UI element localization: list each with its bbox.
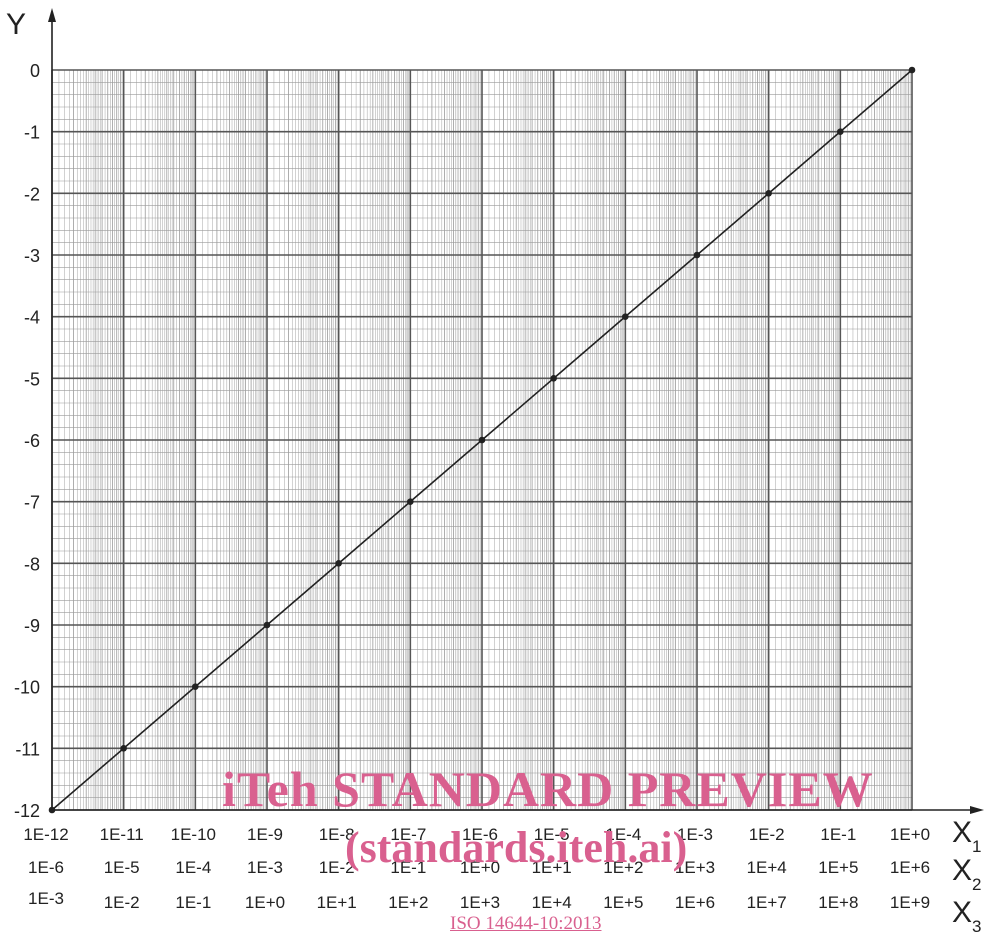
x-tick-label: 1E-3 — [677, 825, 713, 844]
y-tick-label: -6 — [24, 431, 40, 451]
x-tick-label: 1E+4 — [532, 893, 572, 912]
data-point — [837, 128, 844, 135]
axis-labels: YX 1X 2X 3 — [6, 8, 981, 936]
x-tick-label: 1E+9 — [890, 893, 930, 912]
axes — [48, 8, 984, 814]
x-tick-label: 1E-2 — [319, 858, 355, 877]
x-tick-label: 1E+1 — [317, 893, 357, 912]
x-tick-label: 1E-12 — [23, 825, 68, 844]
iso-reference-link[interactable]: ISO 14644-10:2013 — [450, 913, 602, 934]
y-tick-label: -8 — [24, 554, 40, 574]
x-axis-label-2: X — [952, 854, 972, 887]
x-tick-label: 1E+1 — [532, 858, 572, 877]
x-tick-label: 1E+0 — [245, 893, 285, 912]
y-tick-labels: 0 -1 -2 -3 -4 -5 -6 -7 -8 -9 -10 -11 -12 — [14, 61, 40, 821]
series — [48, 66, 916, 814]
y-tick-label: -7 — [24, 493, 40, 513]
y-axis-arrow — [48, 8, 56, 22]
x-tick-labels: 1E-12 1E-11 1E-10 1E-9 1E-8 1E-7 1E-6 1E-5 1E-4 1… — [23, 825, 930, 912]
y-tick-label: -3 — [24, 246, 40, 266]
x-tick-label: 1E+3 — [675, 858, 715, 877]
data-point — [407, 498, 414, 505]
x-tick-label: 1E+5 — [603, 893, 643, 912]
data-point — [550, 375, 557, 382]
x-tick-label: 1E+4 — [747, 858, 787, 877]
data-point — [765, 190, 772, 197]
data-point — [622, 313, 629, 320]
x-axis-label-1: X — [952, 816, 972, 849]
data-point — [908, 66, 916, 74]
x-tick-label: 1E-9 — [247, 825, 283, 844]
x-tick-label: 1E+0 — [890, 825, 930, 844]
y-tick-label: -12 — [14, 801, 40, 821]
data-point — [335, 560, 342, 567]
y-tick-label: -1 — [24, 123, 40, 143]
x-tick-label: 1E+7 — [747, 893, 787, 912]
data-point — [48, 806, 56, 814]
y-tick-label: -11 — [15, 739, 40, 759]
x-axis-subscript-1: 1 — [972, 837, 981, 856]
x-axis-label-3: X — [952, 896, 972, 929]
x-tick-label: 1E-1 — [820, 825, 856, 844]
x-tick-label: 1E-1 — [390, 858, 426, 877]
x-tick-label: 1E-3 — [28, 889, 64, 908]
x-tick-label: 1E+2 — [388, 893, 428, 912]
x-tick-label: 1E-3 — [247, 858, 283, 877]
x-tick-label: 1E+3 — [460, 893, 500, 912]
x-tick-label: 1E-10 — [171, 825, 216, 844]
x-tick-label: 1E+0 — [460, 858, 500, 877]
x-tick-label: 1E-8 — [319, 825, 355, 844]
x-tick-label: 1E-2 — [749, 825, 785, 844]
x-tick-label: 1E-6 — [28, 858, 64, 877]
x-tick-label: 1E+6 — [675, 893, 715, 912]
y-tick-label: 0 — [30, 61, 40, 81]
x-tick-label: 1E-5 — [104, 858, 140, 877]
watermark-site: (standards.iteh.ai) — [345, 823, 688, 872]
x-tick-label: 1E+6 — [890, 858, 930, 877]
y-tick-label: -9 — [24, 616, 40, 636]
x-axis-arrow — [970, 806, 984, 814]
x-axis-subscript-3: 3 — [972, 917, 981, 936]
y-axis-label: Y — [6, 8, 26, 41]
watermark-title: iTeh STANDARD PREVIEW — [222, 761, 874, 817]
data-point — [693, 251, 701, 259]
x-tick-label: 1E-11 — [100, 825, 144, 844]
x-axis-subscript-2: 2 — [972, 875, 981, 894]
y-tick-label: -10 — [14, 678, 40, 698]
y-tick-label: -5 — [24, 369, 40, 389]
x-tick-label: 1E-4 — [605, 825, 641, 844]
x-tick-label: 1E+2 — [603, 858, 643, 877]
x-tick-label: 1E-4 — [175, 858, 211, 877]
y-tick-label: -4 — [24, 308, 40, 328]
x-tick-label: 1E-1 — [175, 893, 211, 912]
x-tick-label: 1E-7 — [390, 825, 426, 844]
data-point — [478, 436, 486, 444]
y-tick-label: -2 — [24, 184, 40, 204]
data-point — [263, 621, 271, 629]
data-point — [120, 745, 127, 752]
x-tick-label: 1E-2 — [104, 893, 140, 912]
x-tick-label: 1E-6 — [462, 825, 498, 844]
x-tick-label: 1E+8 — [818, 893, 858, 912]
data-point — [192, 683, 199, 690]
x-tick-label: 1E+5 — [818, 858, 858, 877]
x-tick-label: 1E-5 — [534, 825, 570, 844]
